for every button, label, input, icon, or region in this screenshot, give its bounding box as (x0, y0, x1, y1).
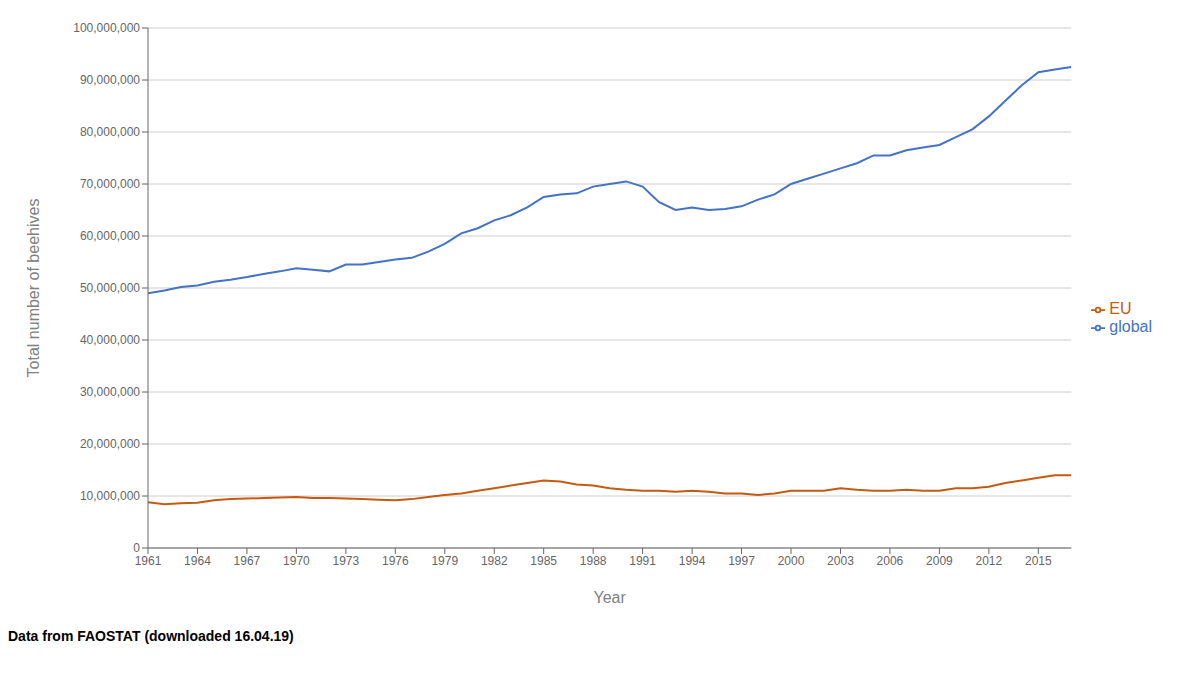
svg-text:Total number of beehives: Total number of beehives (25, 199, 42, 378)
svg-text:90,000,000: 90,000,000 (80, 73, 140, 87)
svg-text:0: 0 (133, 541, 140, 555)
svg-text:1964: 1964 (184, 554, 211, 568)
svg-text:20,000,000: 20,000,000 (80, 437, 140, 451)
svg-text:30,000,000: 30,000,000 (80, 385, 140, 399)
svg-text:1961: 1961 (135, 554, 162, 568)
svg-text:2012: 2012 (976, 554, 1003, 568)
html-text:EU: EU (1109, 300, 1132, 317)
svg-text:2015: 2015 (1025, 554, 1052, 568)
html-text:global: global (1109, 318, 1152, 335)
svg-text:1979: 1979 (431, 554, 458, 568)
svg-text:1982: 1982 (481, 554, 508, 568)
svg-text:1976: 1976 (382, 554, 409, 568)
svg-text:10,000,000: 10,000,000 (80, 489, 140, 503)
svg-text:60,000,000: 60,000,000 (80, 229, 140, 243)
svg-text:80,000,000: 80,000,000 (80, 125, 140, 139)
svg-text:2009: 2009 (926, 554, 953, 568)
svg-text:1994: 1994 (679, 554, 706, 568)
svg-text:70,000,000: 70,000,000 (80, 177, 140, 191)
svg-text:1988: 1988 (580, 554, 607, 568)
svg-text:2003: 2003 (827, 554, 854, 568)
svg-text:1970: 1970 (283, 554, 310, 568)
svg-text:1991: 1991 (629, 554, 656, 568)
svg-text:40,000,000: 40,000,000 (80, 333, 140, 347)
svg-text:100,000,000: 100,000,000 (73, 21, 140, 35)
svg-text:2006: 2006 (877, 554, 904, 568)
svg-text:1967: 1967 (234, 554, 261, 568)
svg-text:1973: 1973 (332, 554, 359, 568)
svg-text:2000: 2000 (778, 554, 805, 568)
svg-text:Year: Year (593, 589, 626, 606)
svg-text:50,000,000: 50,000,000 (80, 281, 140, 295)
svg-text:1997: 1997 (728, 554, 755, 568)
svg-text:1985: 1985 (530, 554, 557, 568)
html-text:Data from FAOSTAT (downloaded: Data from FAOSTAT (downloaded 16.04.19) (8, 628, 294, 644)
